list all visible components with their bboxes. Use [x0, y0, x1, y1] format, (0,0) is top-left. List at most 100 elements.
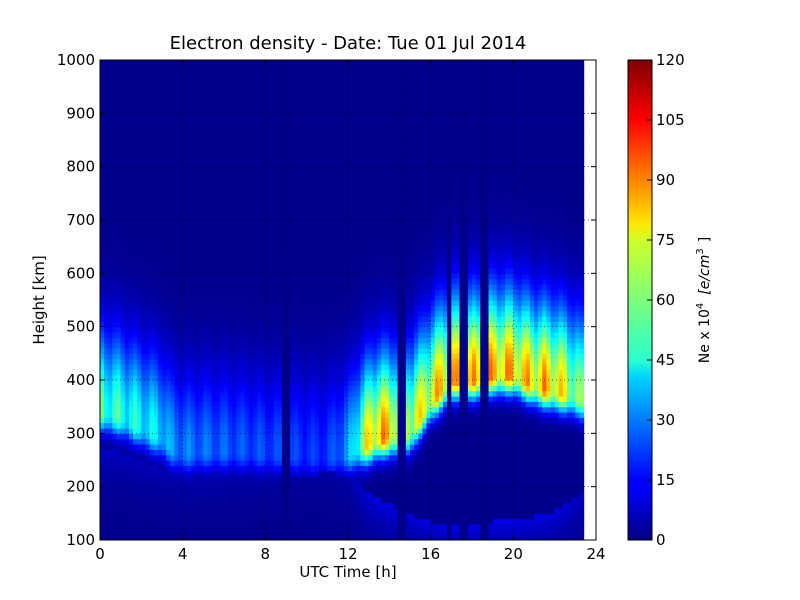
heatmap-cell — [120, 337, 126, 344]
heatmap-cell — [219, 396, 225, 402]
heatmap-cell — [157, 454, 163, 461]
heatmap-cell — [224, 374, 229, 381]
heatmap-cell — [162, 289, 167, 296]
heatmap-cell — [244, 348, 250, 354]
heatmap-cell — [149, 134, 155, 141]
heatmap-cell — [257, 118, 262, 125]
heatmap-cell — [298, 289, 304, 296]
heatmap-cell — [294, 321, 299, 328]
heatmap-cell — [190, 124, 196, 130]
heatmap-cell — [157, 433, 163, 440]
heatmap-cell — [265, 182, 271, 189]
heatmap-cell — [182, 236, 188, 242]
heatmap-cell — [269, 486, 275, 493]
heatmap-cell — [215, 332, 221, 338]
heatmap-cell — [224, 449, 229, 456]
heatmap-cell — [128, 465, 134, 472]
heatmap-cell — [141, 172, 147, 178]
heatmap-cell — [323, 310, 328, 317]
heatmap-cell — [120, 70, 126, 77]
heatmap-cell — [236, 161, 242, 168]
heatmap-cell — [162, 252, 167, 258]
heatmap-cell — [108, 476, 113, 482]
heatmap-cell — [273, 406, 279, 413]
heatmap-cell — [137, 161, 142, 168]
heatmap-cell — [124, 508, 130, 514]
heatmap-cell — [310, 214, 316, 221]
heatmap-cell — [170, 214, 175, 221]
heatmap-cell — [236, 465, 242, 472]
heatmap-cell — [298, 236, 304, 242]
heatmap-cell — [281, 81, 287, 88]
heatmap-cell — [265, 406, 271, 413]
heatmap-cell — [281, 433, 287, 440]
heatmap-cell — [277, 230, 283, 237]
heatmap-cell — [281, 76, 287, 82]
heatmap-cell — [277, 492, 283, 498]
heatmap-cell — [310, 209, 316, 216]
heatmap-cell — [228, 262, 233, 269]
heatmap-cell — [281, 124, 287, 130]
heatmap-cell — [166, 342, 171, 349]
heatmap-cell — [104, 145, 109, 152]
heatmap-cell — [190, 428, 196, 434]
heatmap-cell — [310, 502, 316, 509]
heatmap-cell — [244, 161, 250, 168]
heatmap-cell — [269, 529, 275, 536]
heatmap-cell — [112, 273, 118, 280]
heatmap-cell — [240, 486, 246, 493]
heatmap-cell — [277, 108, 283, 114]
heatmap-cell — [137, 364, 142, 370]
heatmap-cell — [195, 86, 200, 93]
heatmap-cell — [145, 262, 151, 269]
heatmap-cell — [323, 524, 328, 530]
heatmap-cell — [281, 342, 287, 349]
heatmap-cell — [224, 422, 229, 429]
heatmap-cell — [236, 252, 242, 258]
heatmap-cell — [228, 86, 233, 93]
heatmap-cell — [215, 364, 221, 370]
heatmap-cell — [273, 294, 279, 301]
heatmap-cell — [186, 97, 192, 104]
heatmap-cell — [128, 113, 134, 120]
heatmap-cell — [124, 241, 130, 248]
heatmap-cell — [170, 428, 175, 434]
heatmap-cell — [166, 161, 171, 168]
heatmap-cell — [133, 481, 138, 488]
heatmap-cell — [252, 300, 258, 306]
heatmap-cell — [294, 182, 299, 189]
heatmap-cell — [100, 401, 105, 408]
heatmap-cell — [174, 70, 180, 77]
heatmap-cell — [252, 369, 258, 376]
heatmap-cell — [120, 220, 126, 226]
heatmap-cell — [302, 326, 308, 333]
heatmap-cell — [319, 310, 324, 317]
heatmap-cell — [290, 406, 295, 413]
heatmap-cell — [294, 150, 299, 157]
heatmap-cell — [203, 278, 209, 285]
heatmap-cell — [157, 118, 163, 125]
heatmap-cell — [170, 316, 175, 322]
heatmap-cell — [199, 177, 204, 184]
heatmap-cell — [157, 172, 163, 178]
heatmap-cell — [306, 518, 312, 525]
heatmap-cell — [269, 108, 275, 114]
heatmap-cell — [157, 337, 163, 344]
heatmap-cell — [310, 273, 316, 280]
heatmap-cell — [232, 438, 237, 445]
heatmap-cell — [203, 60, 209, 66]
heatmap-cell — [190, 225, 196, 232]
heatmap-cell — [240, 470, 246, 477]
heatmap-cell — [236, 108, 242, 114]
heatmap-cell — [207, 76, 213, 82]
heatmap-cell — [145, 156, 151, 162]
heatmap-cell — [232, 502, 237, 509]
heatmap-cell — [190, 476, 196, 482]
heatmap-cell — [273, 124, 279, 130]
heatmap-cell — [162, 460, 167, 466]
heatmap-cell — [116, 342, 122, 349]
heatmap-cell — [219, 348, 225, 354]
heatmap-cell — [224, 316, 229, 322]
heatmap-cell — [269, 438, 275, 445]
heatmap-cell — [273, 433, 279, 440]
